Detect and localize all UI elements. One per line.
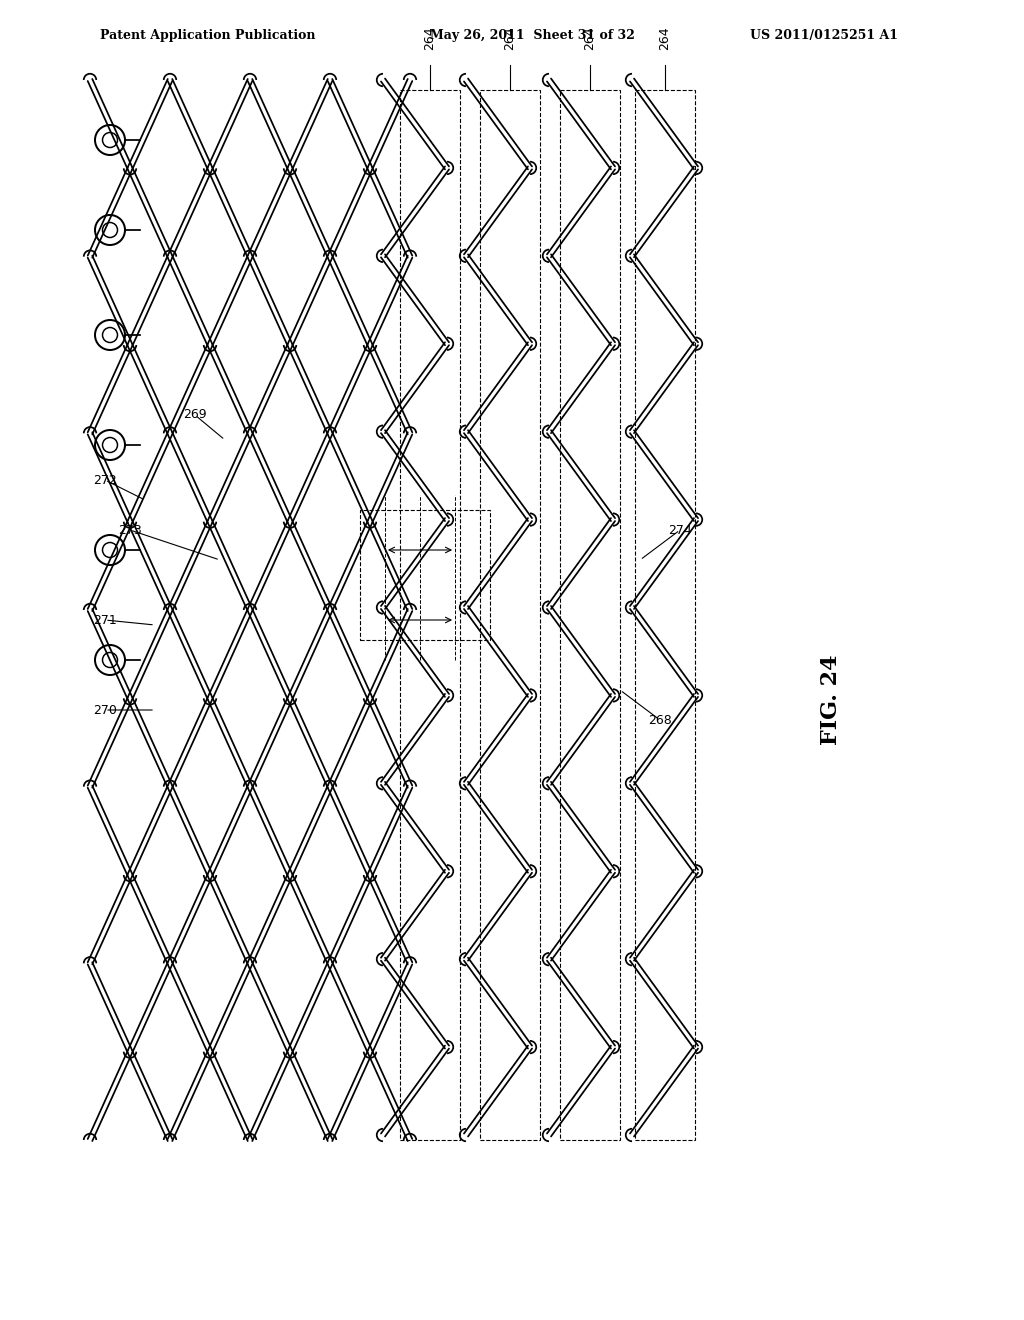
Text: 264: 264 — [584, 26, 597, 50]
Bar — [560, 90, 620, 1140]
Text: 264: 264 — [658, 26, 672, 50]
Bar — [360, 510, 490, 640]
Text: 274: 274 — [668, 524, 692, 536]
Bar — [400, 90, 460, 1140]
Text: Patent Application Publication: Patent Application Publication — [100, 29, 315, 41]
Text: 272: 272 — [93, 474, 117, 487]
Text: 271: 271 — [93, 614, 117, 627]
Bar — [635, 90, 695, 1140]
Text: May 26, 2011  Sheet 31 of 32: May 26, 2011 Sheet 31 of 32 — [430, 29, 635, 41]
Text: 273: 273 — [118, 524, 142, 536]
Text: 270: 270 — [93, 704, 117, 717]
Text: FIG. 24: FIG. 24 — [820, 655, 842, 746]
Text: 264: 264 — [504, 26, 516, 50]
Text: 264: 264 — [424, 26, 436, 50]
Bar — [480, 90, 540, 1140]
Text: 269: 269 — [183, 408, 207, 421]
Text: US 2011/0125251 A1: US 2011/0125251 A1 — [750, 29, 898, 41]
Text: 268: 268 — [648, 714, 672, 726]
